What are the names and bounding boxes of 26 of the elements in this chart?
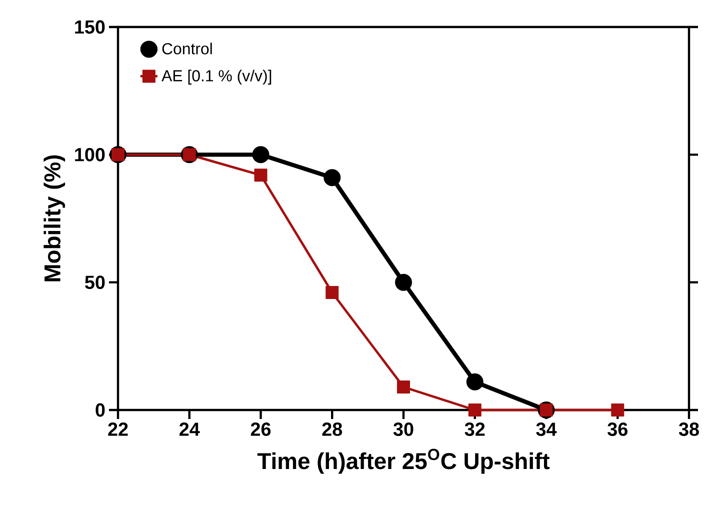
point bbox=[252, 146, 270, 164]
point bbox=[326, 286, 339, 300]
x-tick-label: 22 bbox=[108, 422, 128, 436]
x-axis-title: Time (h)after 25$^{O}$C Up-shift bbox=[257, 448, 550, 474]
point bbox=[397, 380, 410, 394]
x-tick-label: 34 bbox=[536, 422, 557, 436]
x-tick-label: 36 bbox=[608, 422, 628, 436]
point bbox=[468, 404, 482, 416]
y-axis-title: Mobility (%) bbox=[44, 155, 66, 282]
x-tick-label: 28 bbox=[322, 422, 342, 436]
legend-label: Control bbox=[162, 42, 212, 54]
x-tick-label: 38 bbox=[678, 422, 699, 436]
x-tick-label: 26 bbox=[250, 422, 271, 436]
x-tick-label: 32 bbox=[464, 422, 485, 436]
point bbox=[254, 168, 268, 182]
x-tick-label: 24 bbox=[180, 422, 200, 436]
y-tick-label: 150 bbox=[75, 20, 105, 34]
point bbox=[324, 169, 341, 186]
x-tick-label: 30 bbox=[393, 422, 414, 436]
point bbox=[466, 373, 484, 390]
legend-label: AE [0.1 % (v/v)] bbox=[162, 70, 272, 85]
y-tick-label: 100 bbox=[75, 148, 105, 162]
y-tick-label: 50 bbox=[85, 276, 105, 290]
point bbox=[395, 274, 412, 291]
y-tick-label: 0 bbox=[96, 403, 105, 417]
point bbox=[611, 404, 624, 416]
